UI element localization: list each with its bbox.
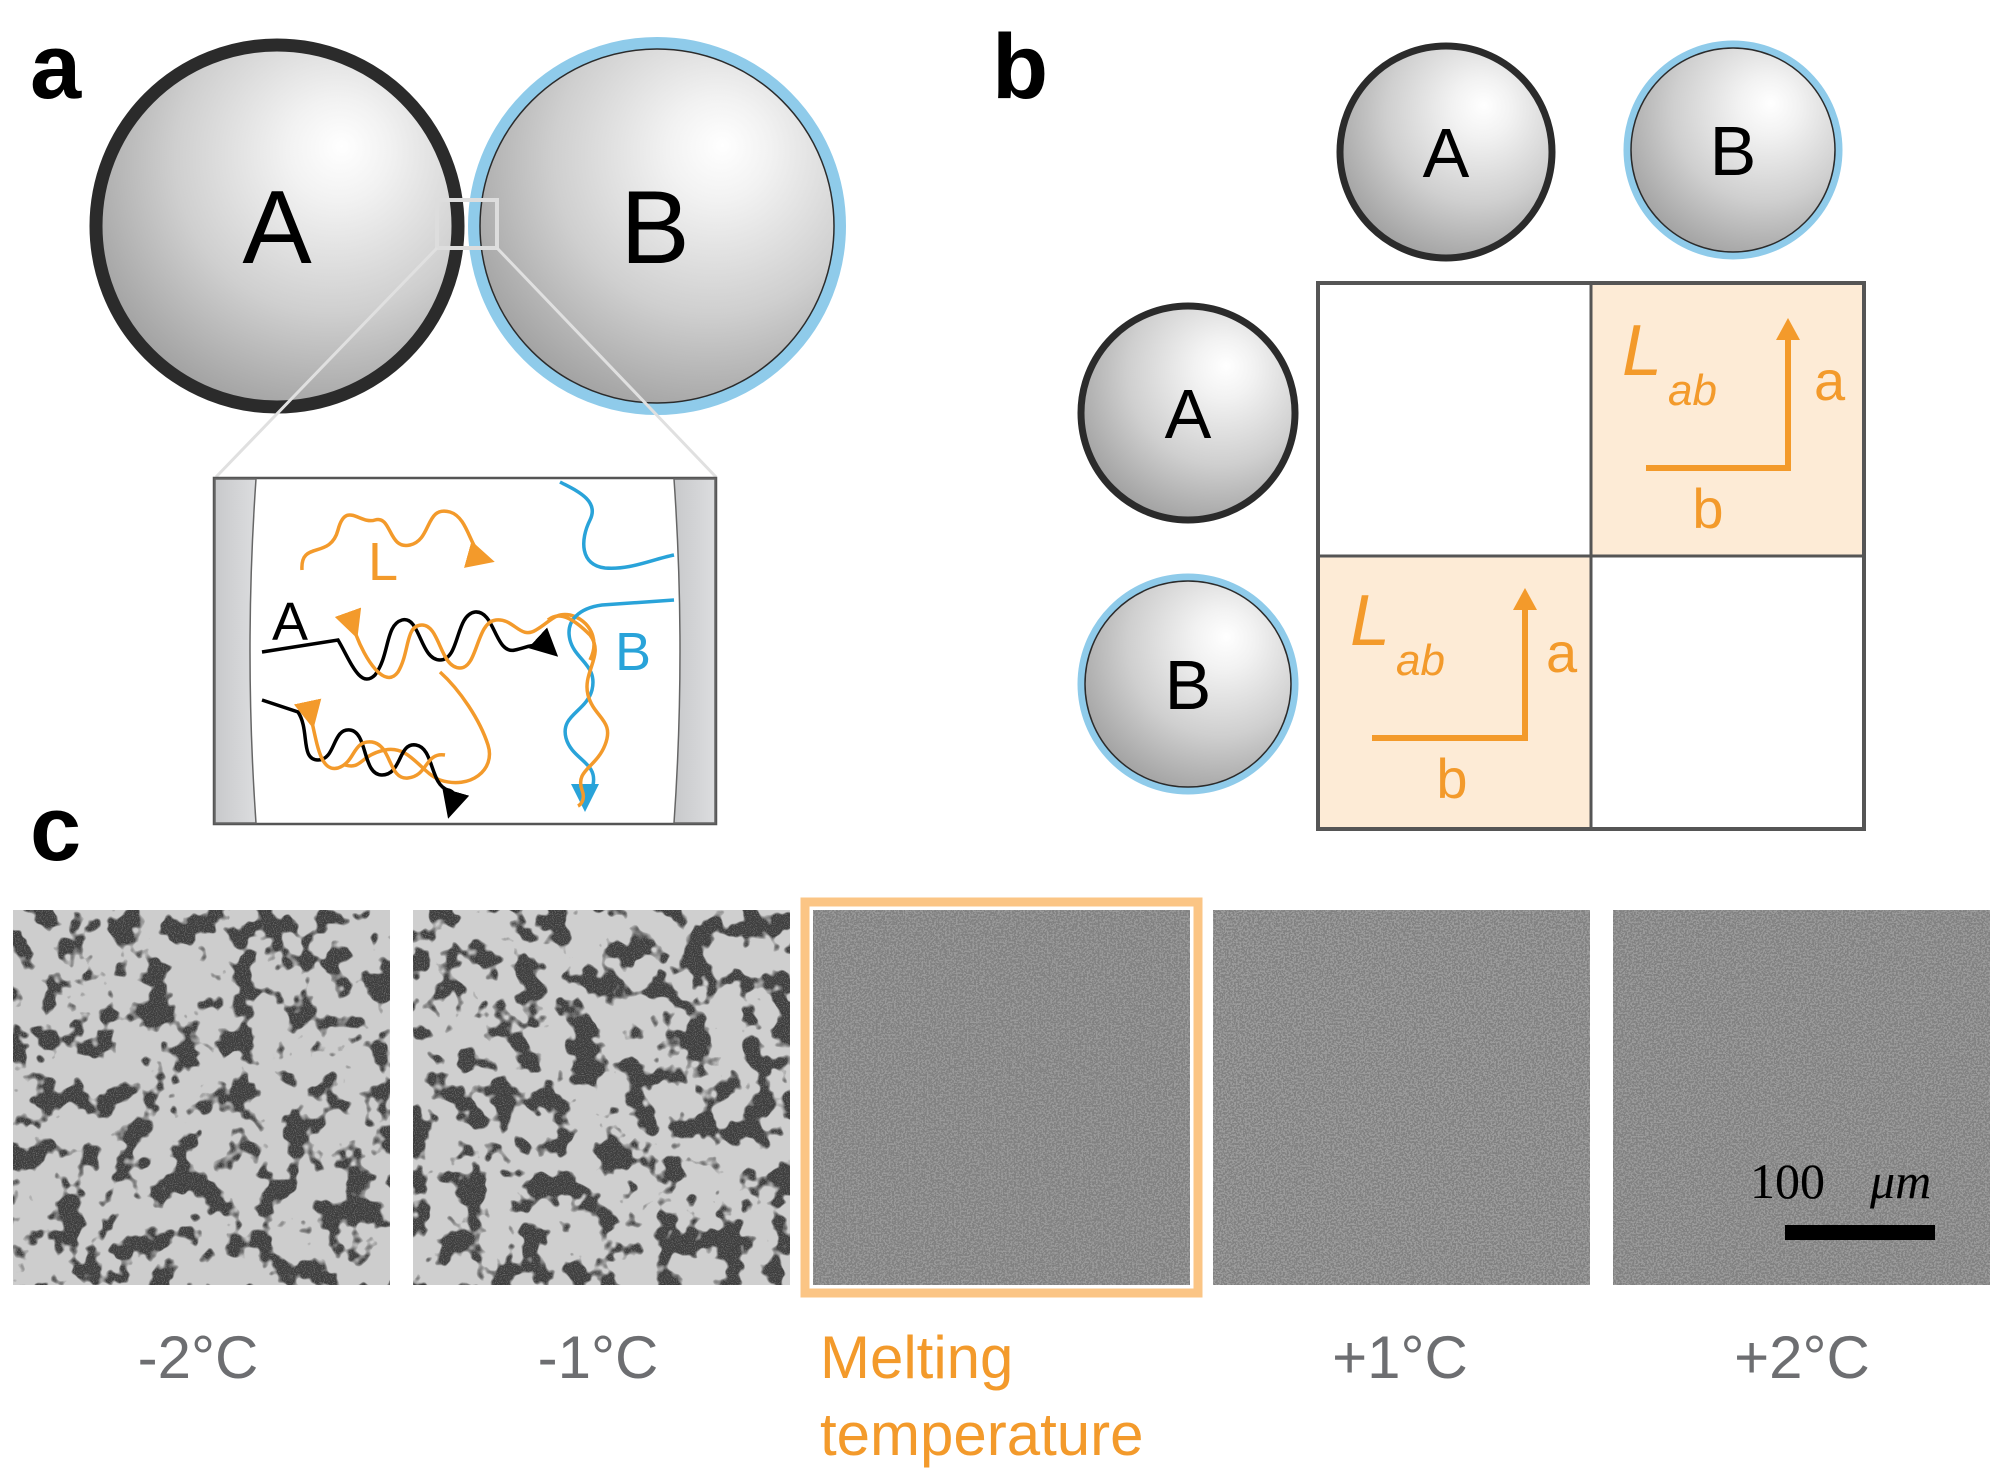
cell-b-a-vertical-label: a	[1546, 621, 1578, 684]
interaction-matrix: L ab a b L ab a b	[1316, 281, 1866, 831]
strand-b-main	[563, 598, 675, 812]
panel-a-inset: L A B	[212, 476, 718, 826]
panel-b-col-headers: A B	[1336, 40, 1843, 262]
linker-strand-lower	[344, 670, 492, 785]
cell-b-a-axes	[1372, 600, 1528, 741]
col-header-sphere-a	[1336, 42, 1556, 262]
cell-b-a-subscript: ab	[1396, 636, 1445, 685]
strand-b-top	[559, 480, 675, 570]
linker-strand-middle	[334, 607, 596, 680]
cell-a-b-symbol: L	[1622, 311, 1662, 391]
zoom-line-left	[214, 246, 439, 479]
row-header-sphere-a	[1077, 302, 1299, 524]
linker-strand-top	[300, 509, 495, 571]
micrograph-plus-1	[1213, 910, 1590, 1285]
cell-b-a-horizontal-label: b	[1436, 747, 1467, 810]
temp-label-melting-line1: Melting	[820, 1324, 1013, 1391]
zoom-line-right	[495, 246, 718, 479]
row-header-label-b: B	[1165, 646, 1212, 724]
scale-bar-line	[1785, 1225, 1935, 1240]
col-header-label-b: B	[1710, 112, 1757, 190]
cell-b-b	[1591, 556, 1864, 829]
cell-a-b-horizontal-label: b	[1692, 477, 1723, 540]
strand-a-top	[261, 610, 559, 681]
micrograph-plus-2: 100 μm	[1613, 910, 1990, 1285]
inset-wall-right	[673, 478, 716, 824]
temp-label-plus-1: +1°C	[1332, 1324, 1468, 1391]
micrograph-minus-2	[13, 910, 390, 1285]
cell-b-a-content: L ab a b	[1350, 581, 1578, 810]
panel-b-row-headers: A B	[1077, 302, 1299, 795]
cell-a-b	[1591, 283, 1864, 556]
temp-label-plus-2: +2°C	[1734, 1324, 1870, 1391]
micrograph-strip: 100 μm	[13, 897, 1990, 1298]
cell-b-a	[1318, 556, 1591, 829]
micrograph-minus-1	[413, 910, 790, 1285]
inset-linker-label: L	[368, 532, 398, 592]
sphere-b-label: B	[620, 170, 689, 286]
panel-a-letter: a	[30, 16, 82, 118]
col-header-label-a: A	[1423, 114, 1470, 192]
scale-bar-unit: μm	[1869, 1153, 1931, 1209]
cell-a-b-axes	[1646, 330, 1791, 471]
cell-a-b-content: L ab a b	[1622, 311, 1846, 540]
row-header-sphere-b	[1077, 573, 1299, 795]
melting-highlight-frame	[800, 897, 1203, 1298]
scale-bar-value: 100	[1750, 1153, 1825, 1209]
sphere-a-label: A	[242, 170, 312, 286]
sphere-a-large	[89, 38, 465, 414]
zoom-box	[435, 198, 499, 250]
row-header-label-a: A	[1165, 375, 1212, 453]
col-header-sphere-b	[1623, 40, 1843, 260]
inset-frame	[212, 476, 718, 826]
temp-label-minus-2: -2°C	[138, 1324, 259, 1391]
panel-c-letter: c	[30, 778, 81, 880]
temp-label-melting-line2: temperature	[820, 1401, 1144, 1468]
temp-label-minus-1: -1°C	[538, 1324, 659, 1391]
temperature-labels: -2°C -1°C Melting temperature +1°C +2°C	[138, 1324, 1870, 1468]
scale-bar: 100 μm	[1750, 1153, 1935, 1240]
strand-a-bottom	[261, 698, 470, 819]
linker-strand-bottom	[293, 698, 446, 780]
inset-wall-left	[214, 478, 257, 824]
linker-strand-right	[546, 614, 610, 808]
panel-b-letter: b	[992, 16, 1048, 118]
cell-a-b-vertical-label: a	[1814, 349, 1846, 412]
cell-b-a-symbol: L	[1350, 581, 1390, 661]
cell-a-b-subscript: ab	[1668, 366, 1717, 415]
micrograph-melting	[800, 897, 1203, 1298]
inset-strand-b-label: B	[615, 622, 651, 682]
inset-strand-a-label: A	[272, 592, 308, 652]
cell-a-a	[1318, 283, 1591, 556]
panel-a-spheres: A B	[89, 37, 846, 479]
